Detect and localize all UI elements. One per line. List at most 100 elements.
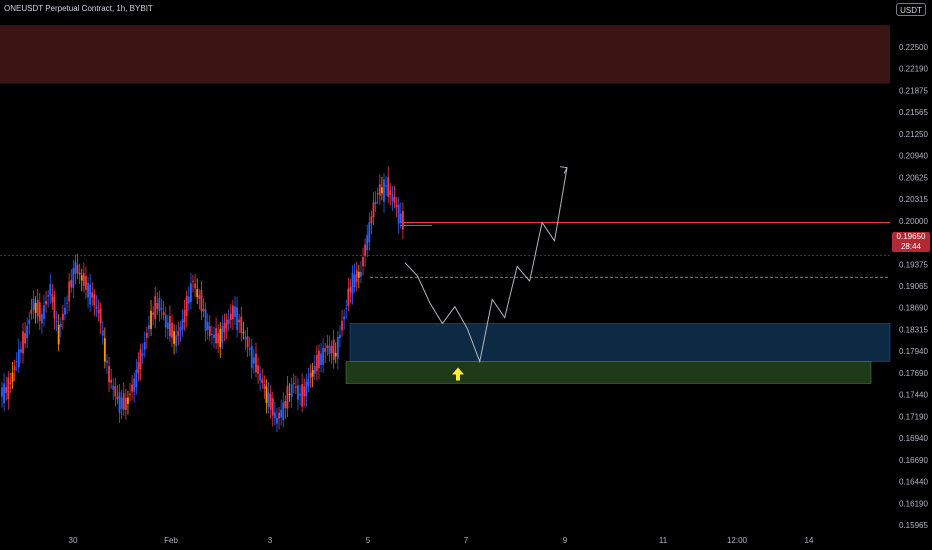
candle-body — [271, 398, 274, 416]
candle-body — [223, 323, 226, 332]
candle-body — [303, 386, 306, 397]
candle-body — [301, 384, 304, 407]
candle-body — [273, 412, 276, 419]
candle-body — [133, 378, 136, 392]
candle-body — [19, 349, 22, 353]
candle-body — [213, 334, 215, 338]
candle-body — [315, 354, 318, 372]
y-tick-label: 0.21250 — [899, 130, 928, 139]
y-tick-label: 0.15965 — [899, 521, 928, 530]
candle-body — [148, 325, 150, 330]
candle-body — [97, 310, 100, 314]
currency-button[interactable]: USDT — [896, 3, 926, 16]
candle-body — [332, 339, 335, 361]
candle-body — [343, 316, 346, 320]
candle-body — [187, 296, 190, 304]
candle-body — [72, 268, 75, 288]
candle-body — [334, 353, 337, 357]
candle-body — [208, 326, 211, 336]
candle-body — [70, 280, 73, 288]
candle-body — [64, 307, 66, 315]
target-arrow — [452, 367, 464, 381]
candle-body — [263, 384, 266, 389]
candle-body — [38, 302, 41, 321]
candle-body — [11, 372, 14, 382]
candle-body — [280, 409, 283, 418]
candle-body — [135, 369, 138, 388]
candle-body — [106, 360, 108, 364]
demand-zone-green — [345, 361, 872, 384]
y-tick-label: 0.16940 — [899, 434, 928, 443]
x-tick-label: 3 — [268, 536, 273, 545]
projection-path — [404, 167, 568, 364]
candle-body — [336, 336, 339, 359]
candle-body — [40, 314, 43, 324]
chart-title: ONEUSDT Perpetual Contract, 1h, BYBIT — [4, 4, 153, 13]
x-tick-label: Feb — [164, 536, 178, 545]
candle-body — [286, 385, 289, 409]
y-tick-label: 0.17440 — [899, 391, 928, 400]
candle-body — [292, 382, 295, 384]
candle-body — [366, 235, 369, 251]
candle-body — [311, 369, 314, 377]
candle-body — [204, 309, 207, 332]
candle-body — [45, 300, 47, 305]
candle-body — [171, 323, 173, 338]
candle-body — [374, 201, 377, 205]
candle-body — [353, 274, 356, 288]
candle-body — [181, 319, 184, 330]
y-tick-label: 0.20625 — [899, 173, 928, 182]
y-tick-label: 0.17940 — [899, 347, 928, 356]
y-tick-label: 0.17190 — [899, 412, 928, 421]
candle-body — [261, 379, 264, 384]
candle-body — [87, 283, 89, 298]
candle-body — [131, 384, 134, 392]
candle-body — [206, 322, 209, 330]
candle-body — [76, 264, 79, 274]
candle-body — [360, 272, 362, 277]
candle-body — [320, 353, 322, 365]
candle-body — [141, 353, 144, 356]
candle-body — [160, 307, 163, 310]
candle-body — [399, 213, 402, 224]
y-tick-label: 0.16190 — [899, 499, 928, 508]
candle-body — [227, 319, 230, 325]
candle-body — [217, 333, 220, 344]
candle-body — [32, 299, 35, 310]
candle-body — [393, 196, 396, 203]
candle-body — [276, 417, 278, 424]
candle-body — [368, 222, 371, 243]
candle-body — [78, 272, 81, 275]
candle-body — [112, 385, 115, 390]
candle-body — [5, 387, 8, 393]
candle-body — [143, 342, 146, 350]
x-tick-label: 7 — [464, 536, 469, 545]
candle-body — [152, 312, 155, 315]
candle-body — [267, 392, 270, 407]
candle-body — [255, 353, 257, 373]
candle-body — [127, 397, 129, 404]
candle-body — [219, 329, 222, 348]
candle-body — [234, 306, 236, 317]
candle-body — [236, 307, 238, 330]
candle-body — [372, 202, 375, 218]
candle-body — [17, 349, 20, 368]
candle-body — [265, 386, 268, 403]
candle-body — [24, 333, 26, 344]
candle-body — [192, 280, 194, 282]
candle-body — [173, 331, 176, 344]
candle-body — [118, 392, 121, 413]
candle-body — [381, 187, 383, 194]
x-tick-label: 14 — [805, 536, 814, 545]
candle-body — [154, 295, 157, 319]
last-price-tag: 0.19650 28:44 — [892, 232, 930, 252]
supply-zone — [0, 25, 890, 84]
candle-body — [164, 314, 167, 328]
candle-body — [246, 336, 249, 348]
candle-body — [179, 327, 182, 332]
candle-body — [250, 345, 253, 369]
y-tick-label: 0.21875 — [899, 86, 928, 95]
candle-body — [318, 350, 320, 369]
candle-body — [242, 332, 245, 334]
